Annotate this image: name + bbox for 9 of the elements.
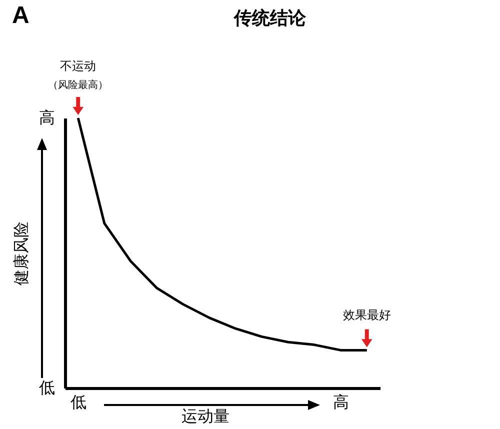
text: 不运动 [60,59,96,73]
chart-title: 传统结论 [232,7,307,30]
text: 低 [39,378,55,397]
annotation: 效果最好 [342,308,391,322]
text: A [12,2,30,30]
text: 高 [39,108,55,127]
y-axis-title: 健康风险 [12,222,30,286]
x-axis-title: 运动量 [182,406,230,426]
text: （风险最高） [48,79,108,91]
